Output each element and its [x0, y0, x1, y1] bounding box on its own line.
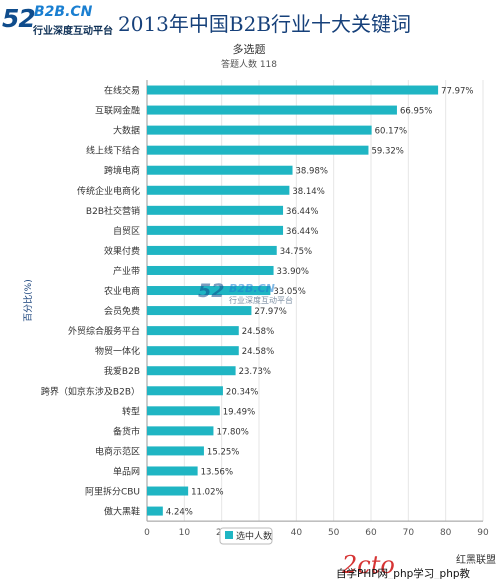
watermark-tagline: 行业深度互动平台 [229, 295, 293, 305]
bar [147, 326, 239, 336]
data-label: 36.44% [286, 207, 318, 217]
bar [147, 386, 223, 396]
data-label: 24.58% [242, 347, 274, 357]
legend: 选中人数 [219, 527, 273, 545]
data-label: 38.98% [296, 167, 328, 177]
bar [147, 286, 271, 296]
category-label: 傲大黑鞋 [104, 506, 140, 518]
legend-swatch [225, 531, 233, 539]
category-label: 在线交易 [104, 85, 140, 97]
data-label: 15.25% [207, 447, 239, 457]
bar [147, 105, 397, 115]
data-label: 33.05% [273, 287, 305, 297]
x-tick-label: 10 [179, 528, 191, 538]
x-tick-label: 50 [328, 528, 340, 538]
category-label: 农业电商 [104, 285, 140, 297]
bar [147, 366, 236, 376]
data-label: 23.73% [239, 367, 271, 377]
category-label: 传统企业电商化 [77, 185, 140, 197]
bar [147, 466, 198, 476]
data-label: 19.49% [223, 407, 255, 417]
category-label: 外贸综合服务平台 [68, 325, 140, 337]
x-tick-label: 0 [144, 528, 150, 538]
logo-brand: B2B.CN [34, 4, 93, 20]
watermark-number: 52 [198, 280, 224, 302]
page-title: 2013年中国B2B行业十大关键词 [118, 12, 412, 36]
x-tick-label: 40 [291, 528, 303, 538]
category-label: 线上线下结合 [86, 145, 140, 157]
x-tick-label: 90 [477, 528, 489, 538]
data-label: 34.75% [280, 247, 312, 257]
data-label: 17.80% [216, 427, 248, 437]
bar [147, 145, 369, 155]
watermark-bottom: 2cto 红黑联盟 自学PHP网_php学习_php教 [334, 552, 500, 579]
bar [147, 346, 239, 356]
data-label: 59.32% [371, 147, 403, 157]
bar [147, 406, 220, 416]
category-label: 跨境电商 [104, 165, 140, 177]
watermark-brand: 红黑联盟 [456, 553, 496, 566]
bar [147, 486, 189, 496]
data-label: 36.44% [286, 227, 318, 237]
data-label: 77.97% [441, 87, 473, 97]
data-label: 38.14% [292, 187, 324, 197]
x-tick-label: 70 [403, 528, 415, 538]
category-label: 互联网金融 [95, 105, 140, 117]
category-label: 效果付费 [104, 245, 140, 257]
bar [147, 85, 439, 95]
logo-number: 52 [2, 4, 36, 33]
y-axis-label: 百分比(%) [22, 279, 34, 322]
bar [147, 205, 284, 215]
bar [147, 165, 293, 175]
data-label: 33.90% [277, 267, 309, 277]
chart-title: 多选题 [233, 42, 266, 56]
bar [147, 185, 290, 195]
x-tick-label: 60 [365, 528, 377, 538]
category-label: 备货市 [113, 425, 140, 437]
data-label: 11.02% [191, 488, 223, 498]
watermark-brand-center: B2B.CN [229, 282, 275, 295]
legend-label: 选中人数 [236, 530, 272, 542]
bar [147, 245, 277, 255]
x-tick-label: 80 [440, 528, 452, 538]
chart-subtitle: 答题人数 118 [221, 58, 277, 70]
bar [147, 225, 284, 235]
data-label: 4.24% [166, 508, 193, 518]
bar [147, 426, 214, 436]
data-label: 27.97% [254, 307, 286, 317]
category-label: 大数据 [113, 125, 140, 137]
page-header: 52 B2B.CN 行业深度互动平台 2013年中国B2B行业十大关键词 [0, 0, 500, 42]
data-label: 66.95% [400, 107, 432, 117]
category-label: 单品网 [113, 465, 140, 477]
category-label: 会员免费 [104, 305, 140, 317]
category-label: 我爱B2B [104, 366, 140, 377]
category-label: B2B社交营销 [86, 205, 140, 217]
category-label: 自贸区 [113, 225, 140, 237]
category-label: 阿里拆分CBU [85, 486, 140, 498]
category-label: 物贸一体化 [95, 345, 140, 357]
category-label: 产业带 [113, 265, 140, 277]
watermark-text: 自学PHP网_php学习_php教 [336, 567, 471, 579]
data-label: 60.17% [375, 127, 407, 137]
data-label: 13.56% [201, 467, 233, 477]
bar [147, 446, 204, 456]
logo-tagline: 行业深度互动平台 [33, 26, 113, 37]
bar [147, 306, 252, 316]
data-label: 24.58% [242, 327, 274, 337]
watermark-logo-mark: 2cto [341, 552, 395, 579]
bar [147, 506, 163, 516]
category-label: 电商示范区 [95, 445, 140, 457]
data-label: 20.34% [226, 387, 258, 397]
category-label: 转型 [122, 405, 140, 417]
bar [147, 265, 274, 275]
category-label: 跨界（如京东涉及B2B） [41, 385, 140, 397]
bar [147, 125, 372, 135]
